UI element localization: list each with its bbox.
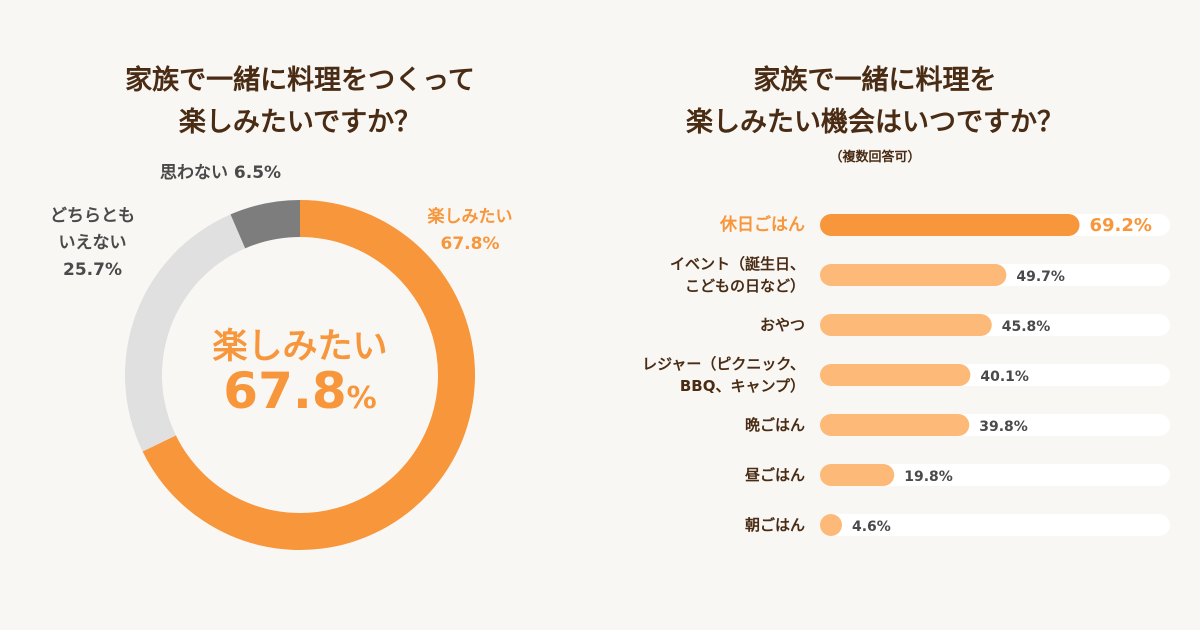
left-chart-title: 家族で一緒に料理をつくって 楽しみたいですか？ (80, 60, 520, 144)
bar (820, 514, 842, 536)
bar-category-label: 朝ごはん (745, 514, 805, 536)
right-chart-title: 家族で一緒に料理を 楽しみたい機会はいつですか？ (640, 60, 1110, 144)
bar-category-label: レジャー（ピクニック、 BBQ、キャンプ） (642, 353, 805, 397)
bar-category-label-line: レジャー（ピクニック、 (642, 355, 805, 373)
bar-category-label: イベント（誕生日、こどもの日など） (670, 253, 805, 297)
bar-category-label-line: おやつ (759, 316, 805, 334)
bar-category-label-line: 晩ごはん (744, 416, 805, 434)
bar (820, 314, 992, 336)
bar-value-label: 69.2% (1090, 215, 1152, 236)
bar-track (820, 514, 1170, 536)
donut-center-unit: % (346, 381, 377, 416)
bar-value-label: 19.8% (904, 469, 953, 485)
bar-category-label-line: BBQ、キャンプ） (679, 377, 805, 395)
donut-center-number: 67.8 (223, 362, 347, 420)
bar (820, 214, 1080, 236)
bar-value-label: 39.8% (979, 419, 1028, 435)
slice-label-no-text: 思わない (160, 163, 228, 183)
right-title-line-2: 楽しみたい機会はいつですか？ (686, 107, 1064, 138)
bar-category-label-line: 朝ごはん (744, 516, 805, 534)
bar-category-label: 晩ごはん (745, 414, 805, 436)
bar-value-label: 45.8% (1002, 319, 1051, 335)
slice-label-no: 思わない 6.5% (160, 160, 281, 187)
donut-center-value: 67.8% (200, 362, 400, 420)
left-title-line-2: 楽しみたいですか？ (178, 107, 422, 138)
bar-category-label: 休日ごはん (720, 214, 805, 236)
bar-track (820, 464, 1170, 486)
bar-category-label-line: こどもの日など） (684, 277, 805, 295)
slice-label-enjoy-value: 67.8% (440, 234, 500, 254)
slice-label-neither-text-2: いえない (58, 233, 127, 253)
donut-slice-no (230, 200, 300, 249)
slice-label-enjoy-text: 楽しみたい (427, 207, 513, 227)
bar-category-label: おやつ (760, 314, 805, 336)
donut-center-label: 楽しみたい (212, 327, 388, 367)
right-chart-subtitle: （複数回答可） (829, 150, 921, 165)
slice-label-neither-value: 25.7% (63, 260, 122, 280)
bar-category-label: 昼ごはん (745, 464, 805, 486)
slice-label-no-value: 6.5% (233, 163, 282, 183)
left-title-line-1: 家族で一緒に料理をつくって (125, 65, 475, 96)
bar-category-label-line: イベント（誕生日、 (669, 255, 805, 273)
bar-category-label-line: 昼ごはん (744, 466, 805, 484)
slice-label-neither-text-1: どちらとも (50, 206, 135, 226)
bar-category-label-line: 休日ごはん (720, 215, 805, 235)
bar-value-label: 40.1% (980, 369, 1029, 385)
slice-label-neither: どちらとも いえない 25.7% (20, 203, 165, 284)
bar (820, 414, 970, 436)
bar (820, 464, 895, 486)
slice-label-enjoy: 楽しみたい 67.8% (405, 204, 535, 258)
donut-slice-neither (125, 214, 246, 452)
bar (820, 264, 1007, 286)
bar-value-label: 4.6% (852, 519, 891, 535)
right-title-line-1: 家族で一緒に料理を (753, 65, 997, 96)
donut-chart (125, 200, 476, 550)
bar-value-label: 49.7% (1016, 269, 1065, 285)
bar (820, 364, 971, 386)
